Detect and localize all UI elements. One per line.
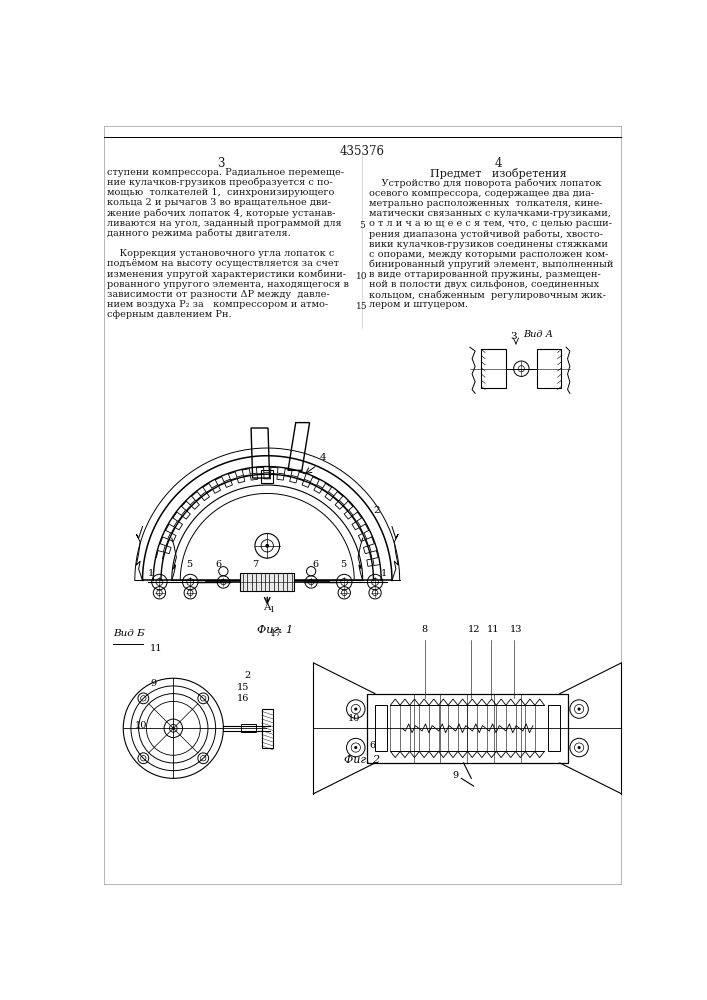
Bar: [549, 705, 560, 751]
Text: 10: 10: [356, 272, 368, 281]
Circle shape: [578, 746, 580, 749]
Text: 4: 4: [494, 157, 502, 170]
Text: 2: 2: [373, 506, 380, 515]
Text: 10: 10: [348, 714, 361, 723]
Text: 9: 9: [150, 679, 156, 688]
Circle shape: [354, 746, 357, 749]
Text: с опорами, между которыми расположен ком-: с опорами, между которыми расположен ком…: [369, 250, 608, 259]
Bar: [368, 694, 568, 763]
Text: вики кулачков-грузиков соединены стяжками: вики кулачков-грузиков соединены стяжкам…: [369, 240, 608, 249]
Text: рения диапазона устойчивой работы, хвосто-: рения диапазона устойчивой работы, хвост…: [369, 229, 603, 239]
Text: 15: 15: [356, 302, 368, 311]
Text: о т л и ч а ю щ е е с я тем, что, с целью расши-: о т л и ч а ю щ е е с я тем, что, с цель…: [369, 219, 612, 228]
Text: метрально расположенных  толкателя, кине-: метрально расположенных толкателя, кине-: [369, 199, 602, 208]
Text: 3: 3: [217, 157, 225, 170]
Text: 6: 6: [369, 741, 375, 750]
Text: кольца 2 и рычагов 3 во вращательное дви-: кольца 2 и рычагов 3 во вращательное дви…: [107, 198, 331, 207]
Text: Устройство для поворота рабочих лопаток: Устройство для поворота рабочих лопаток: [369, 179, 602, 188]
Text: нием воздуха P₂ за   компрессором и атмо-: нием воздуха P₂ за компрессором и атмо-: [107, 300, 328, 309]
Text: 1: 1: [381, 569, 387, 578]
Text: 10: 10: [135, 721, 147, 730]
Text: 4: 4: [320, 453, 326, 462]
Text: данного режима работы двигателя.: данного режима работы двигателя.: [107, 229, 291, 238]
Text: жение рабочих лопаток 4, которые устанав-: жение рабочих лопаток 4, которые устанав…: [107, 208, 335, 218]
Text: осевого компрессора, содержащее два диа-: осевого компрессора, содержащее два диа-: [369, 189, 594, 198]
Circle shape: [265, 544, 269, 548]
Text: 435376: 435376: [339, 145, 385, 158]
Text: 17: 17: [269, 629, 282, 638]
Bar: [375, 705, 387, 751]
Text: ние кулачков-грузиков преобразуется с по-: ние кулачков-грузиков преобразуется с по…: [107, 178, 333, 187]
Text: ливаются на угол, заданный программой для: ливаются на угол, заданный программой дл…: [107, 219, 341, 228]
Text: матически связанных с кулачками-грузиками,: матически связанных с кулачками-грузикам…: [369, 209, 611, 218]
Text: лером и штуцером.: лером и штуцером.: [369, 300, 468, 309]
Text: 12: 12: [467, 625, 480, 634]
Text: 1: 1: [269, 606, 274, 614]
Text: бинированный упругий элемент, выполненный: бинированный упругий элемент, выполненны…: [369, 260, 613, 269]
Text: 8: 8: [421, 625, 427, 634]
Bar: [537, 349, 561, 388]
Text: 2: 2: [244, 671, 250, 680]
Text: рованного упругого элемента, находящегося в: рованного упругого элемента, находящегос…: [107, 280, 349, 289]
Text: 5: 5: [340, 560, 346, 569]
Text: 6: 6: [312, 560, 318, 569]
Text: Коррекция установочного угла лопаток с: Коррекция установочного угла лопаток с: [107, 249, 334, 258]
Text: Вид А: Вид А: [524, 330, 554, 339]
Text: ной в полости двух сильфонов, соединенных: ной в полости двух сильфонов, соединенны…: [369, 280, 599, 289]
Text: 11: 11: [486, 625, 499, 634]
Text: в виде оттарированной пружины, размещен-: в виде оттарированной пружины, размещен-: [369, 270, 601, 279]
Bar: [262, 709, 274, 748]
Text: подъёмом на высоту осуществляется за счет: подъёмом на высоту осуществляется за сче…: [107, 259, 339, 268]
Circle shape: [354, 708, 357, 711]
Text: ступени компрессора. Радиальное перемеще-: ступени компрессора. Радиальное перемеще…: [107, 168, 344, 177]
Bar: [261, 470, 274, 483]
Text: зависимости от разности ΔP между  давле-: зависимости от разности ΔP между давле-: [107, 290, 329, 299]
Text: 15: 15: [236, 683, 249, 692]
Text: 13: 13: [510, 625, 522, 634]
Circle shape: [578, 708, 580, 711]
Circle shape: [172, 727, 175, 730]
Text: мощью  толкателей 1,  синхронизирующего: мощью толкателей 1, синхронизирующего: [107, 188, 334, 197]
Text: 11: 11: [150, 644, 163, 653]
Text: 5: 5: [359, 221, 365, 230]
Text: 3: 3: [510, 332, 518, 341]
Text: 9: 9: [452, 771, 458, 780]
Text: Вид Б: Вид Б: [113, 629, 145, 638]
Text: 7: 7: [252, 560, 258, 569]
Text: Фиг. 2: Фиг. 2: [344, 755, 380, 765]
Text: изменения упругой характеристики комбини-: изменения упругой характеристики комбини…: [107, 269, 346, 279]
Text: кольцом, снабженным  регулировочным жик-: кольцом, снабженным регулировочным жик-: [369, 290, 606, 300]
Text: A: A: [262, 603, 270, 612]
Text: 6: 6: [215, 560, 221, 569]
Bar: [481, 349, 506, 388]
Text: Фиг. 1: Фиг. 1: [257, 625, 293, 635]
Text: 1: 1: [148, 569, 154, 578]
Text: Предмет   изобретения: Предмет изобретения: [430, 168, 566, 179]
Text: 5: 5: [187, 560, 192, 569]
Bar: [240, 573, 294, 591]
Text: сферным давлением Pн.: сферным давлением Pн.: [107, 310, 232, 319]
Bar: [241, 724, 257, 732]
Text: 16: 16: [236, 694, 249, 703]
